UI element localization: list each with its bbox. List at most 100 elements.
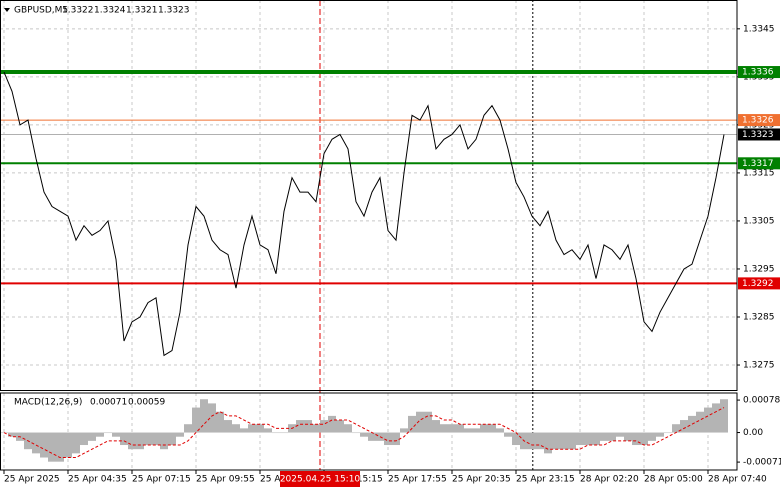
signal-line	[3, 407, 725, 459]
macd-title: MACD(12,26,9)	[14, 398, 82, 408]
macd-bar	[704, 407, 712, 433]
y-tick-label: 1.3305	[743, 216, 775, 226]
macd-bar	[256, 424, 264, 433]
level-label: 1.3292	[742, 279, 774, 289]
macd-bar	[440, 424, 448, 433]
macd-bar	[136, 432, 144, 450]
x-tick-label: 25 Apr 09:55	[196, 475, 255, 485]
symbol-title: GBPUSD,M5	[14, 6, 68, 16]
macd-bar	[544, 432, 552, 454]
macd-bar	[248, 424, 256, 433]
macd-bar	[608, 432, 616, 441]
macd-bar	[496, 428, 504, 433]
macd-bar	[120, 432, 128, 446]
macd-bar	[216, 411, 224, 433]
macd-bar	[688, 415, 696, 433]
macd-bar	[568, 432, 576, 450]
macd-bar	[712, 403, 720, 433]
macd-bar	[48, 432, 56, 462]
y-tick-label: 1.3295	[743, 264, 775, 274]
y-tick-label: -0.00071	[743, 458, 781, 468]
x-tick-label: 25 Apr 17:55	[388, 475, 447, 485]
x-tick-label: 25 Apr 23:15	[516, 475, 575, 485]
macd-bar	[680, 420, 688, 433]
macd-bar	[584, 432, 592, 446]
macd-bar	[352, 432, 360, 434]
x-tick-label: 25 Apr 2025	[4, 475, 60, 485]
macd-bar	[56, 432, 64, 462]
macd-bar	[624, 432, 632, 441]
level-label-bg	[738, 66, 780, 79]
macd-bar	[576, 432, 584, 446]
macd-bar	[528, 432, 536, 450]
macd-bar	[64, 432, 72, 458]
macd-bar	[8, 432, 16, 437]
cursor-label: 2025.04.25 15:10	[280, 475, 361, 485]
layers	[0, 0, 737, 470]
macd-bar	[512, 432, 520, 446]
x-tick-label: 25 Apr 20:35	[452, 475, 511, 485]
macd-bar	[80, 432, 88, 446]
macd-bar	[32, 432, 40, 454]
macd-bar	[648, 432, 656, 441]
level-label-bg	[738, 277, 780, 290]
macd-bar	[552, 432, 560, 450]
macd-bar	[656, 432, 664, 437]
quote-value: 1.3321	[126, 6, 158, 16]
menu-triangle	[4, 8, 10, 12]
macd-bar	[456, 424, 464, 433]
macd-bar	[424, 411, 432, 433]
macd-bar	[176, 432, 184, 437]
macd-bar	[96, 432, 104, 437]
macd-bar	[304, 420, 312, 433]
quote-value: 1.3323	[158, 6, 190, 16]
last-price-label: 1.3323	[742, 130, 774, 140]
macd-bar	[144, 432, 152, 446]
price-line	[3, 71, 725, 357]
macd-bar	[408, 415, 416, 433]
macd-bar	[448, 424, 456, 433]
macd-bar	[152, 432, 160, 446]
macd-bar	[232, 424, 240, 433]
macd-bar	[296, 420, 304, 433]
macd-bar	[280, 432, 288, 434]
y-tick-label: 1.3315	[743, 168, 775, 178]
last-price-bg	[738, 128, 780, 141]
x-tick-label: 28 Apr 02:20	[580, 475, 639, 485]
macd-bar	[272, 432, 280, 434]
macd-bar	[112, 432, 120, 437]
x-tick-label: 25 Apr 07:15	[132, 475, 191, 485]
macd-readout: 0.00071	[90, 398, 127, 408]
macd-bar	[672, 424, 680, 433]
y-tick-label: 0.00	[743, 428, 763, 438]
macd-bar	[488, 424, 496, 433]
macd-bar	[472, 428, 480, 433]
macd-bar	[104, 432, 112, 434]
macd-panel-frame	[0, 392, 738, 471]
macd-bar	[720, 399, 728, 433]
macd-bar	[696, 411, 704, 433]
level-label-bg	[738, 114, 780, 127]
macd-bar	[384, 432, 392, 446]
macd-bar	[504, 432, 512, 437]
macd-bar	[344, 424, 352, 433]
macd-bar	[208, 403, 216, 433]
macd-bar	[368, 432, 376, 441]
macd-bar	[640, 432, 648, 446]
level-label-bg	[738, 157, 780, 170]
macd-bar	[40, 432, 48, 458]
macd-bar	[320, 420, 328, 433]
macd-bar	[240, 428, 248, 433]
macd-bar	[200, 399, 208, 433]
macd-bar	[600, 432, 608, 441]
price-panel-frame	[0, 0, 738, 391]
y-tick-label: 1.3275	[743, 361, 775, 371]
macd-bar	[184, 424, 192, 433]
quote-value: 1.3324	[94, 6, 126, 16]
macd-bar	[192, 407, 200, 433]
x-tick-label: 28 Apr 07:40	[708, 475, 767, 485]
macd-bar	[328, 415, 336, 433]
macd-bar	[464, 428, 472, 433]
